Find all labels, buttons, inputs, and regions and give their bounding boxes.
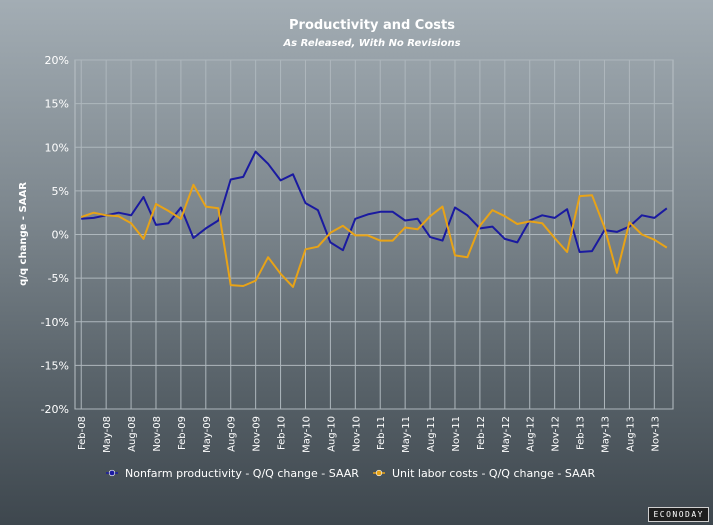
series-line-1 bbox=[81, 150, 668, 253]
y-tick-label: 0% bbox=[52, 229, 69, 242]
x-tick-label: Aug-13 bbox=[625, 416, 636, 452]
y-tick-label: -10% bbox=[41, 316, 69, 329]
x-tick-label: Nov-10 bbox=[351, 416, 362, 452]
x-tick-label: May-09 bbox=[202, 416, 213, 453]
x-tick-label: Aug-12 bbox=[526, 416, 537, 452]
y-axis-ticks: 20% 15% 10% 5% 0% -5% -10% -15% -20% bbox=[41, 54, 69, 416]
grid-lines bbox=[75, 59, 673, 410]
legend-label-2: Unit labor costs - Q/Q change - SAAR bbox=[392, 467, 595, 480]
x-tick-label: Nov-09 bbox=[252, 416, 263, 452]
x-tick-label: May-13 bbox=[600, 416, 611, 453]
x-tick-label: Aug-10 bbox=[326, 416, 337, 452]
x-tick-label: Feb-09 bbox=[177, 416, 188, 450]
legend: Nonfarm productivity - Q/Q change - SAAR… bbox=[106, 467, 595, 480]
chart-title: Productivity and Costs bbox=[289, 18, 455, 33]
y-tick-label: 20% bbox=[45, 54, 69, 67]
series-line-2 bbox=[80, 183, 668, 288]
x-tick-label: May-12 bbox=[501, 416, 512, 453]
x-tick-label: Feb-12 bbox=[476, 416, 487, 450]
legend-marker-1 bbox=[108, 469, 116, 477]
y-tick-label: 5% bbox=[52, 185, 69, 198]
x-tick-label: Aug-09 bbox=[227, 416, 238, 452]
x-tick-label: Nov-08 bbox=[152, 416, 163, 452]
y-axis-label: q/q change - SAAR bbox=[18, 182, 29, 286]
x-tick-label: Nov-12 bbox=[551, 416, 562, 452]
x-tick-label: Feb-08 bbox=[77, 416, 88, 450]
x-tick-label: Nov-13 bbox=[650, 416, 661, 452]
y-tick-label: -20% bbox=[41, 403, 69, 416]
x-tick-label: Feb-11 bbox=[376, 416, 387, 450]
x-tick-label: Nov-11 bbox=[451, 416, 462, 452]
x-tick-label: May-08 bbox=[102, 416, 113, 453]
x-tick-label: May-11 bbox=[401, 416, 412, 453]
y-tick-label: -15% bbox=[41, 359, 69, 372]
x-tick-label: Aug-11 bbox=[426, 416, 437, 452]
legend-marker-2 bbox=[375, 469, 383, 477]
x-tick-label: May-10 bbox=[301, 416, 312, 453]
y-tick-label: 15% bbox=[45, 98, 69, 111]
x-tick-label: Aug-08 bbox=[127, 416, 138, 452]
x-tick-label: Feb-13 bbox=[576, 416, 587, 450]
y-tick-label: 10% bbox=[45, 141, 69, 154]
x-tick-label: Feb-10 bbox=[277, 416, 288, 450]
chart-subtitle: As Released, With No Revisions bbox=[282, 38, 460, 49]
legend-label-1: Nonfarm productivity - Q/Q change - SAAR bbox=[125, 467, 359, 480]
x-axis-ticks: Feb-08 May-08 Aug-08 Nov-08 Feb-09 May-09 Aug-… bbox=[77, 416, 661, 453]
y-tick-label: -5% bbox=[48, 272, 69, 285]
series-lines bbox=[80, 150, 668, 288]
econoday-logo: ECONODAY bbox=[648, 507, 709, 522]
